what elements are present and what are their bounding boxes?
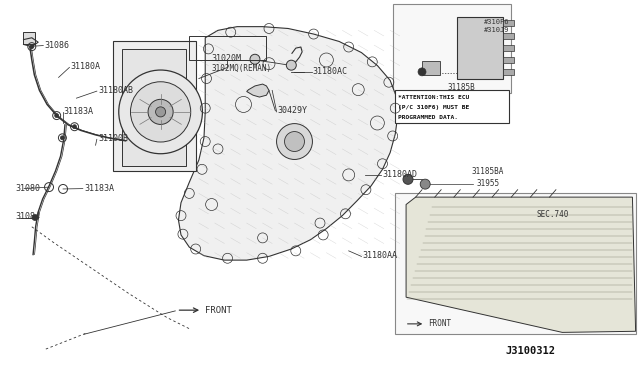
Polygon shape (406, 197, 636, 333)
Text: 30429Y: 30429Y (277, 106, 307, 115)
Text: 31183A: 31183A (64, 108, 93, 116)
Text: 3102MQ(REMAN): 3102MQ(REMAN) (212, 64, 272, 73)
Circle shape (286, 60, 296, 70)
Circle shape (131, 82, 191, 142)
Bar (503, 70, 515, 76)
Text: #310F6: #310F6 (484, 19, 509, 25)
Circle shape (285, 132, 305, 151)
Bar (189, 36, 266, 60)
Text: 31086: 31086 (45, 41, 70, 50)
Bar (396, 193, 636, 334)
Text: 31185B: 31185B (447, 83, 476, 92)
Text: 31180AB: 31180AB (98, 86, 133, 95)
Text: 31100B: 31100B (98, 134, 128, 143)
Circle shape (250, 54, 260, 64)
Bar (209, 54, 282, 72)
Text: 31180AD: 31180AD (383, 170, 417, 179)
Circle shape (403, 174, 413, 184)
Text: 31180AA: 31180AA (363, 251, 397, 260)
Bar (503, 33, 515, 39)
Circle shape (148, 99, 173, 124)
Text: 31080: 31080 (15, 184, 40, 193)
Bar (503, 20, 515, 26)
Bar (422, 61, 440, 75)
Bar (122, 49, 186, 166)
Text: *ATTENTION:THIS ECU: *ATTENTION:THIS ECU (398, 94, 470, 100)
Text: 31955: 31955 (477, 179, 500, 187)
Bar (396, 90, 509, 123)
Polygon shape (179, 27, 398, 260)
Text: 31185BA: 31185BA (472, 167, 504, 176)
Bar (23, 32, 35, 44)
Circle shape (119, 70, 202, 154)
Bar (503, 45, 515, 51)
Text: (P/C 310F6) MUST BE: (P/C 310F6) MUST BE (398, 105, 470, 110)
Bar (394, 4, 511, 93)
Text: SEC.740: SEC.740 (537, 211, 569, 219)
Polygon shape (246, 84, 269, 97)
Circle shape (418, 68, 426, 76)
Text: 31180AC: 31180AC (312, 67, 348, 76)
Text: #310J9: #310J9 (484, 28, 509, 33)
Circle shape (30, 45, 34, 49)
Text: FRONT: FRONT (428, 320, 451, 328)
Circle shape (60, 136, 65, 140)
Circle shape (54, 113, 59, 118)
Text: 31180A: 31180A (70, 62, 100, 71)
Circle shape (156, 107, 166, 117)
Text: PROGRAMMED DATA.: PROGRAMMED DATA. (398, 115, 458, 119)
Text: FRONT: FRONT (205, 306, 232, 315)
Bar (457, 17, 503, 78)
Circle shape (72, 125, 77, 129)
Circle shape (420, 179, 430, 189)
Text: 31084: 31084 (15, 212, 40, 221)
Bar (503, 57, 515, 63)
Bar (113, 41, 196, 171)
Circle shape (276, 124, 312, 160)
Text: 31183A: 31183A (84, 184, 114, 193)
Text: 31020M: 31020M (212, 54, 242, 63)
Circle shape (32, 215, 38, 221)
Text: J3100312: J3100312 (506, 346, 556, 356)
